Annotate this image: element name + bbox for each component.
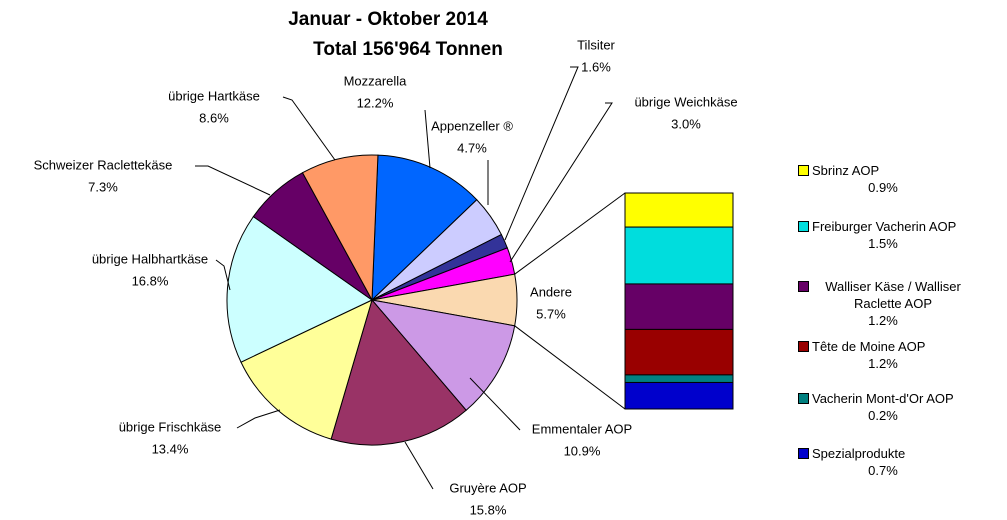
pie-slice <box>330 298 467 446</box>
legend-label: Sbrinz AOP <box>812 163 880 178</box>
legend-swatch <box>798 341 809 352</box>
slice-label: Mozzarella <box>344 73 408 88</box>
slice-label: übrige Weichkäse <box>634 94 737 109</box>
leader-line <box>215 259 231 291</box>
leader-line <box>404 441 434 490</box>
leader-line <box>282 96 336 161</box>
legend-item: Vacherin Mont-d'Or AOP 0.2% <box>798 390 1007 424</box>
legend-swatch <box>798 448 809 459</box>
slice-value-label: 4.7% <box>457 140 487 155</box>
legend-value: 0.7% <box>868 463 898 478</box>
legend-item: Tête de Moine AOP 1.2% <box>798 338 1007 372</box>
leader-line <box>236 409 281 429</box>
legend-label: Spezialprodukte <box>812 446 906 461</box>
slice-value-label: 5.7% <box>536 306 566 321</box>
leader-line <box>424 109 431 169</box>
chart-title: Januar - Oktober 2014 <box>288 9 488 30</box>
legend-value: 0.9% <box>868 180 898 195</box>
leader-line <box>469 377 521 431</box>
pie-slice <box>226 215 373 363</box>
slice-label: Emmentaler AOP <box>532 421 632 436</box>
legend-item: Sbrinz AOP 0.9% <box>798 162 1007 196</box>
legend-swatch <box>798 221 809 232</box>
pie-slice <box>301 154 379 302</box>
bar-segment <box>624 381 734 410</box>
slice-label: übrige Frischkäse <box>119 419 222 434</box>
slice-value-label: 12.2% <box>357 95 394 110</box>
slice-label: Andere <box>530 284 572 299</box>
pie-slice <box>371 154 478 302</box>
slice-label: übrige Halbhartkäse <box>92 251 208 266</box>
slice-value-label: 13.4% <box>152 441 189 456</box>
legend-swatch <box>798 281 809 292</box>
bar-segment <box>624 192 734 228</box>
pie-slice <box>370 299 516 411</box>
bar-segment <box>624 283 734 330</box>
legend-item: Walliser Käse / Walliser Raclette AOP 1.2… <box>798 278 1007 329</box>
slice-label: Appenzeller ® <box>431 118 513 133</box>
slice-value-label: 10.9% <box>564 443 601 458</box>
legend-label: Walliser Käse / Walliser Raclette AOP <box>825 279 961 311</box>
leader-line <box>504 66 579 241</box>
legend-value: 1.2% <box>868 313 898 328</box>
legend-swatch <box>798 165 809 176</box>
chart-subtitle: Total 156'964 Tonnen <box>313 39 503 60</box>
legend-swatch <box>798 393 809 404</box>
legend-value: 1.5% <box>868 236 898 251</box>
legend-value: 1.2% <box>868 356 898 371</box>
slice-value-label: 15.8% <box>470 502 507 517</box>
bar-segment <box>624 226 734 285</box>
slice-value-label: 8.6% <box>199 110 229 125</box>
leader-line <box>509 102 613 263</box>
bar-segment <box>624 374 734 383</box>
slice-value-label: 3.0% <box>671 116 701 131</box>
legend-value: 0.2% <box>868 408 898 423</box>
connector-line <box>514 192 626 275</box>
leader-line <box>195 165 271 196</box>
legend-label: Tête de Moine AOP <box>812 339 926 354</box>
slice-label: Tilsiter <box>577 37 615 52</box>
slice-label: Schweizer Raclettekäse <box>34 157 173 172</box>
legend-label: Vacherin Mont-d'Or AOP <box>812 391 954 406</box>
legend-label: Freiburger Vacherin AOP <box>812 219 957 234</box>
slice-value-label: 7.3% <box>88 179 118 194</box>
legend-item: Freiburger Vacherin AOP 1.5% <box>798 218 1007 252</box>
legend-item: Spezialprodukte 0.7% <box>798 445 1007 479</box>
slice-value-label: 16.8% <box>132 273 169 288</box>
slice-label: Gruyère AOP <box>449 480 526 495</box>
slice-value-label: 1.6% <box>581 59 611 74</box>
slice-label: übrige Hartkäse <box>168 88 260 103</box>
bar-segment <box>624 328 734 376</box>
connector-line <box>514 325 626 410</box>
